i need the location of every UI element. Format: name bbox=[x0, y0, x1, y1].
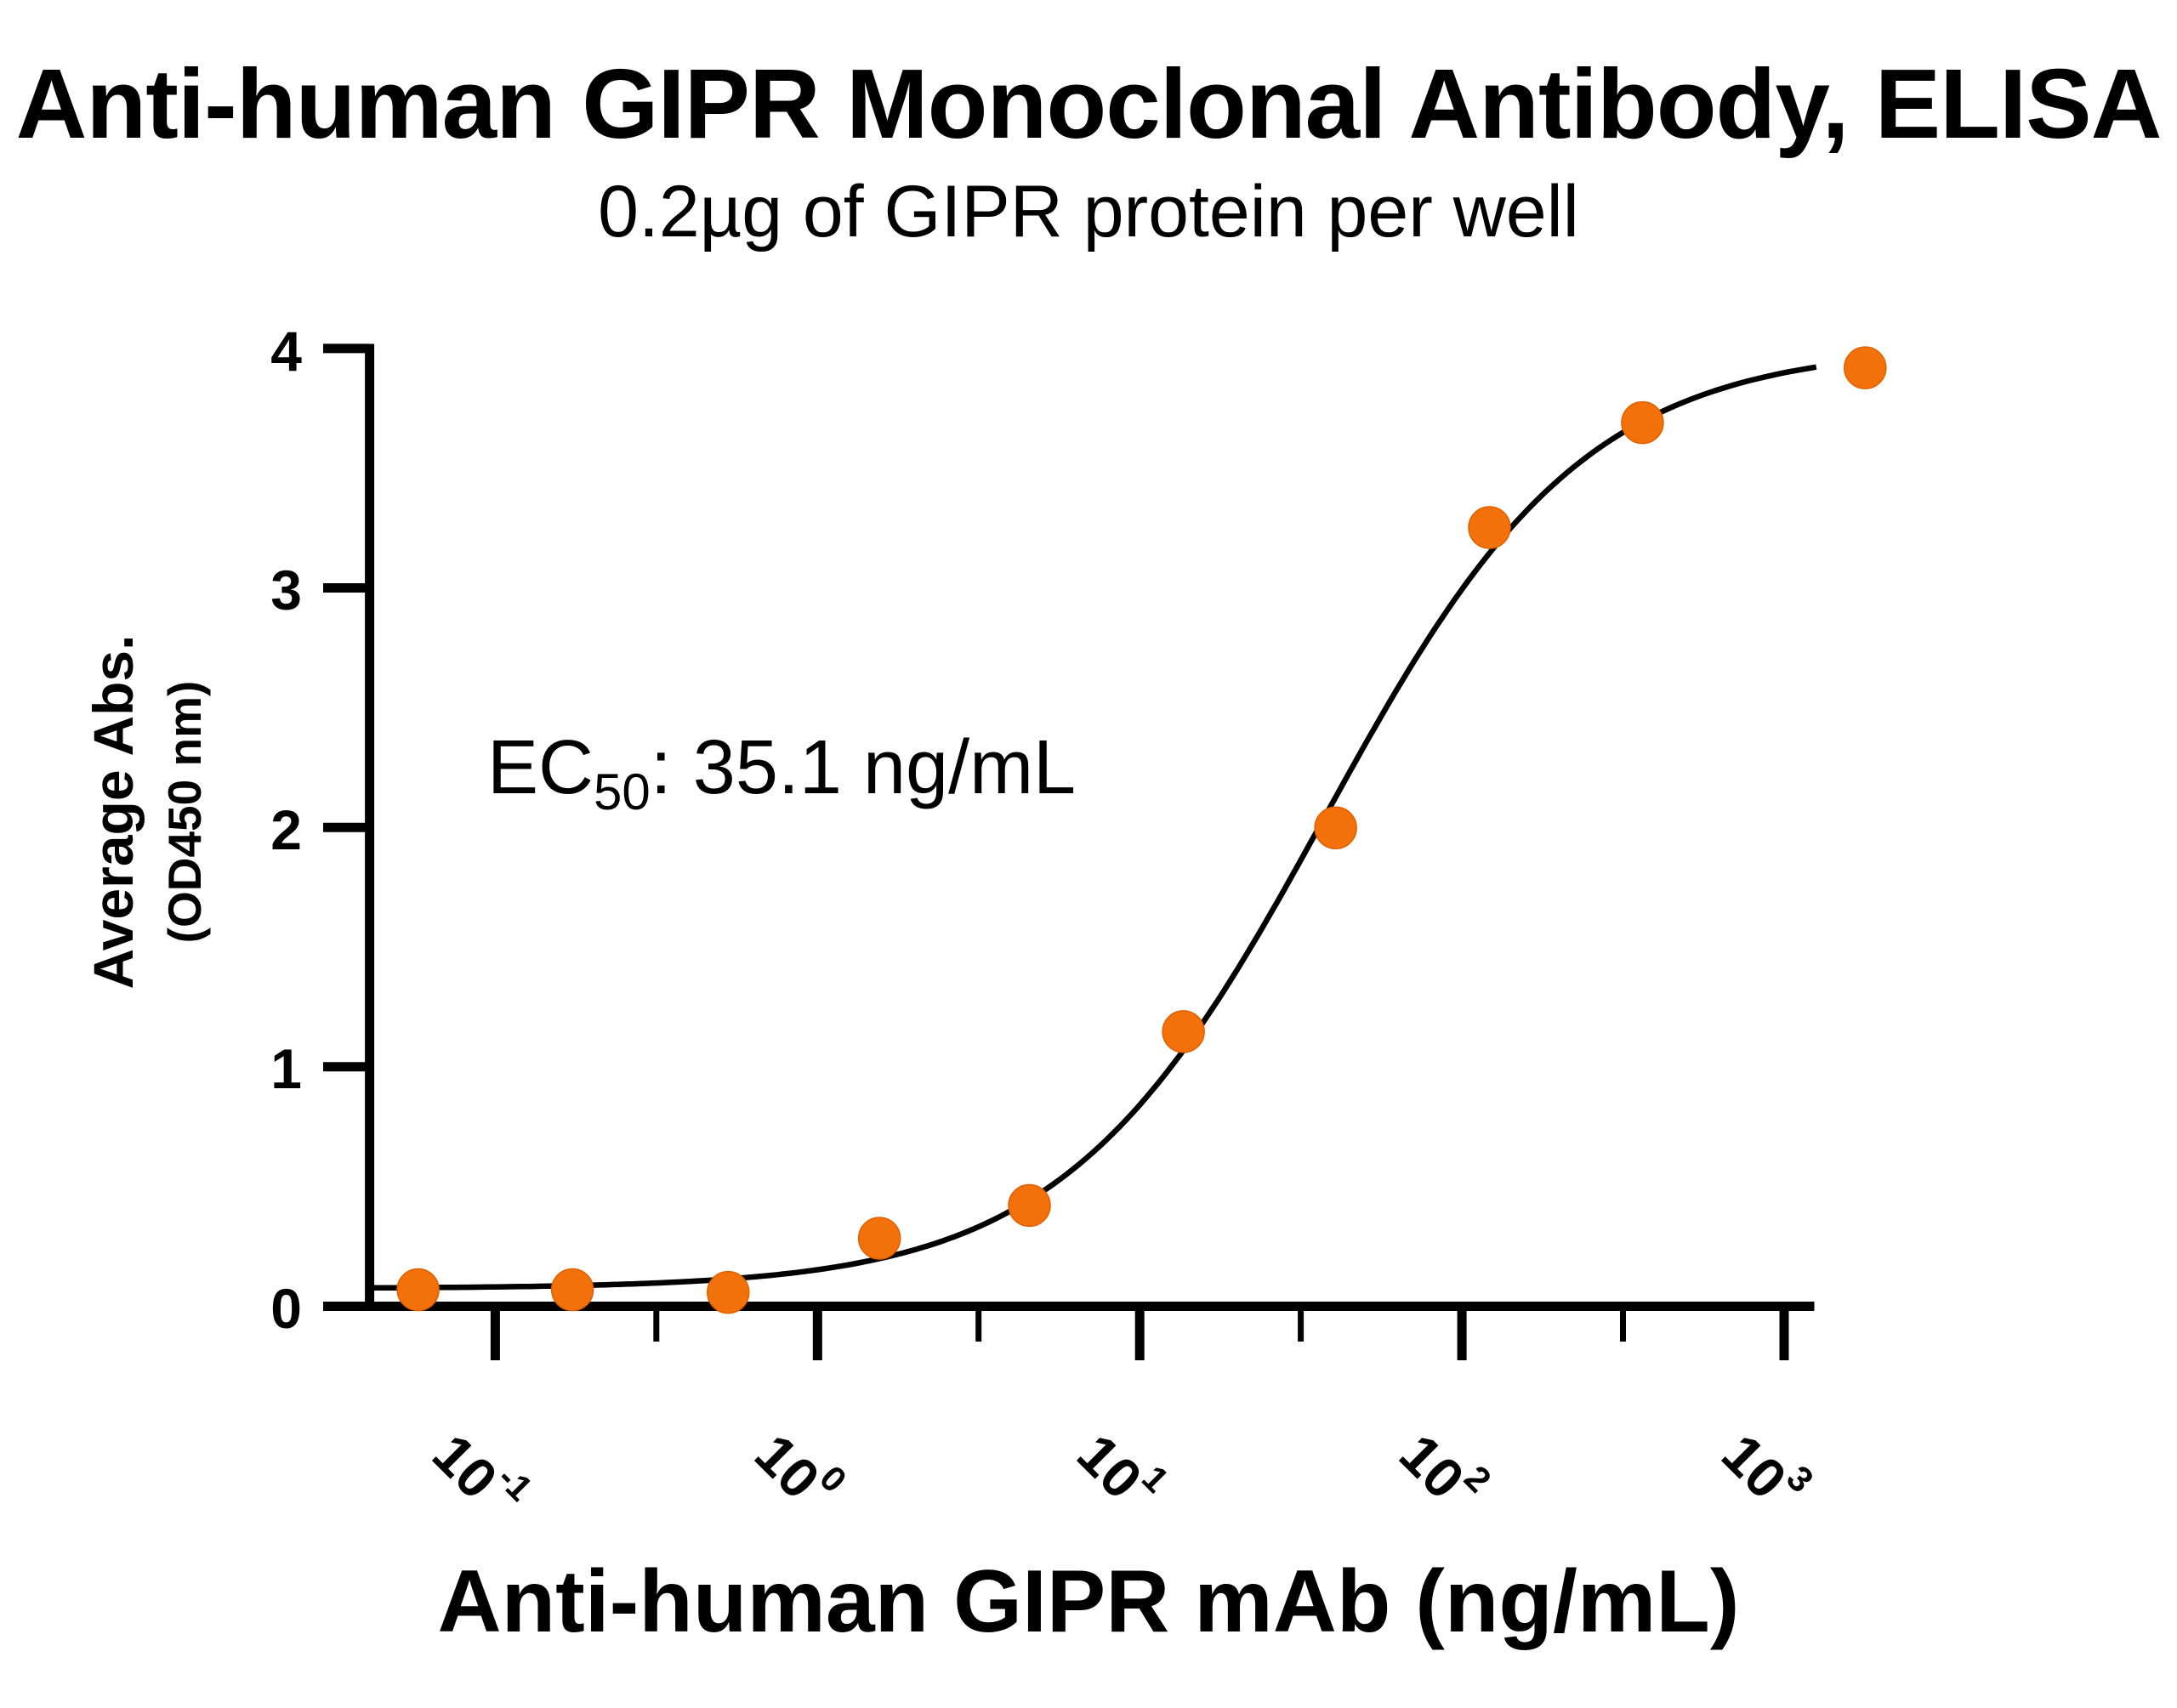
svg-text:101: 101 bbox=[1066, 1414, 1177, 1525]
svg-text:2: 2 bbox=[270, 798, 302, 861]
svg-text:0: 0 bbox=[270, 1277, 302, 1340]
svg-text:102: 102 bbox=[1388, 1414, 1499, 1525]
svg-text:1: 1 bbox=[270, 1037, 302, 1100]
svg-text:103: 103 bbox=[1710, 1414, 1822, 1525]
svg-text:3: 3 bbox=[270, 559, 302, 621]
svg-text:4: 4 bbox=[270, 320, 302, 383]
svg-text:100: 100 bbox=[743, 1414, 855, 1525]
svg-text:10-1: 10-1 bbox=[421, 1414, 541, 1534]
